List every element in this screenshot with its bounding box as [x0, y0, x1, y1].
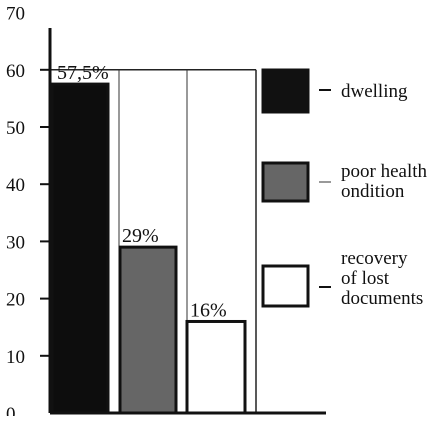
bar-2 [120, 247, 176, 413]
y-tick-label: 30 [6, 232, 25, 253]
bar-3 [187, 321, 245, 413]
legend-label: dwelling [341, 81, 408, 102]
y-tick-label: 50 [6, 118, 25, 139]
data-label: 29% [122, 225, 159, 247]
legend-label: recovery of lost documents [341, 248, 423, 309]
y-tick-label: 40 [6, 175, 25, 196]
legend-label-line: poor health [341, 161, 428, 182]
legend-label-line: ondition [341, 181, 405, 202]
y-tick-label: 20 [6, 290, 25, 311]
legend-label-line: of lost [341, 268, 390, 289]
legend-label-line: dwelling [341, 81, 408, 102]
legend-swatch [263, 70, 308, 112]
data-label: 16% [190, 299, 227, 321]
data-label: 57,5% [57, 62, 109, 84]
legend-label-line: recovery [341, 248, 408, 269]
y-tick-label: 70 [6, 4, 25, 25]
bar-1 [52, 84, 108, 413]
legend-label-line: documents [341, 288, 423, 309]
legend-swatch [263, 163, 308, 201]
y-tick-label: 10 [6, 347, 25, 368]
legend-swatch [263, 266, 308, 306]
legend-label: poor health ondition [341, 161, 428, 202]
y-tick-label: 60 [6, 61, 25, 82]
y-tick-label: 0 [6, 404, 16, 416]
